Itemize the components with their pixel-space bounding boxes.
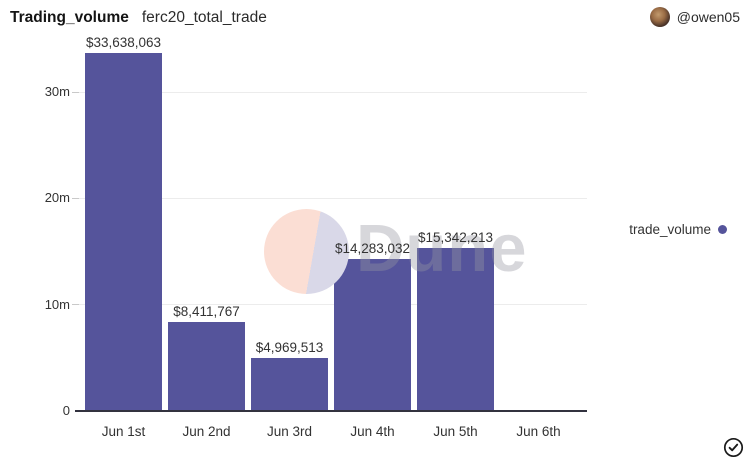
x-axis-label: Jun 1st [101, 424, 146, 439]
chart-subtitle: ferc20_total_trade [141, 9, 267, 26]
x-axis-label: Jun 3rd [266, 424, 313, 439]
legend-item-trade-volume[interactable]: trade_volume [629, 222, 727, 237]
bar-value-label: $4,969,513 [255, 340, 324, 355]
gridline [75, 304, 587, 306]
gridline [75, 197, 587, 199]
bar-jun-1st[interactable] [85, 53, 162, 411]
y-axis-tick-mark [72, 197, 79, 199]
author-badge[interactable]: @owen05 [649, 7, 740, 27]
x-axis-label: Jun 6th [516, 424, 561, 439]
y-axis-tick-mark [72, 91, 79, 93]
legend-dot-icon [718, 225, 727, 234]
bar-jun-4th[interactable] [334, 259, 411, 411]
y-axis-tick-label: 30m [44, 84, 70, 100]
x-axis-label: Jun 4th [350, 424, 395, 439]
gridline [75, 91, 587, 93]
author-handle[interactable]: @owen05 [676, 9, 740, 25]
bar-value-label: $15,342,213 [417, 230, 494, 245]
chart-header: Trading_volume ferc20_total_trade [10, 9, 267, 27]
x-axis-label: Jun 5th [433, 424, 478, 439]
dune-watermark: Dune [356, 211, 528, 286]
bar-value-label: $14,283,032 [334, 241, 411, 256]
y-axis-tick-label: 0 [62, 403, 70, 418]
x-axis-label: Jun 2nd [182, 424, 231, 439]
chart-title: Trading_volume [10, 9, 129, 26]
dune-logo-circle-icon [264, 209, 349, 294]
user-avatar[interactable] [649, 7, 670, 27]
y-axis-tick-label: 10m [44, 296, 70, 312]
legend-label: trade_volume [629, 222, 711, 237]
x-axis-line [75, 410, 587, 412]
bar-jun-5th[interactable] [417, 248, 494, 411]
bar-jun-2nd[interactable] [168, 322, 245, 411]
bar-value-label: $8,411,767 [173, 304, 240, 319]
y-axis-tick-label: 20m [44, 190, 70, 206]
check-circle-icon[interactable] [723, 437, 744, 458]
bar-jun-3rd[interactable] [251, 358, 328, 411]
y-axis-tick-mark [72, 304, 79, 306]
bar-value-label: $33,638,063 [85, 35, 162, 50]
